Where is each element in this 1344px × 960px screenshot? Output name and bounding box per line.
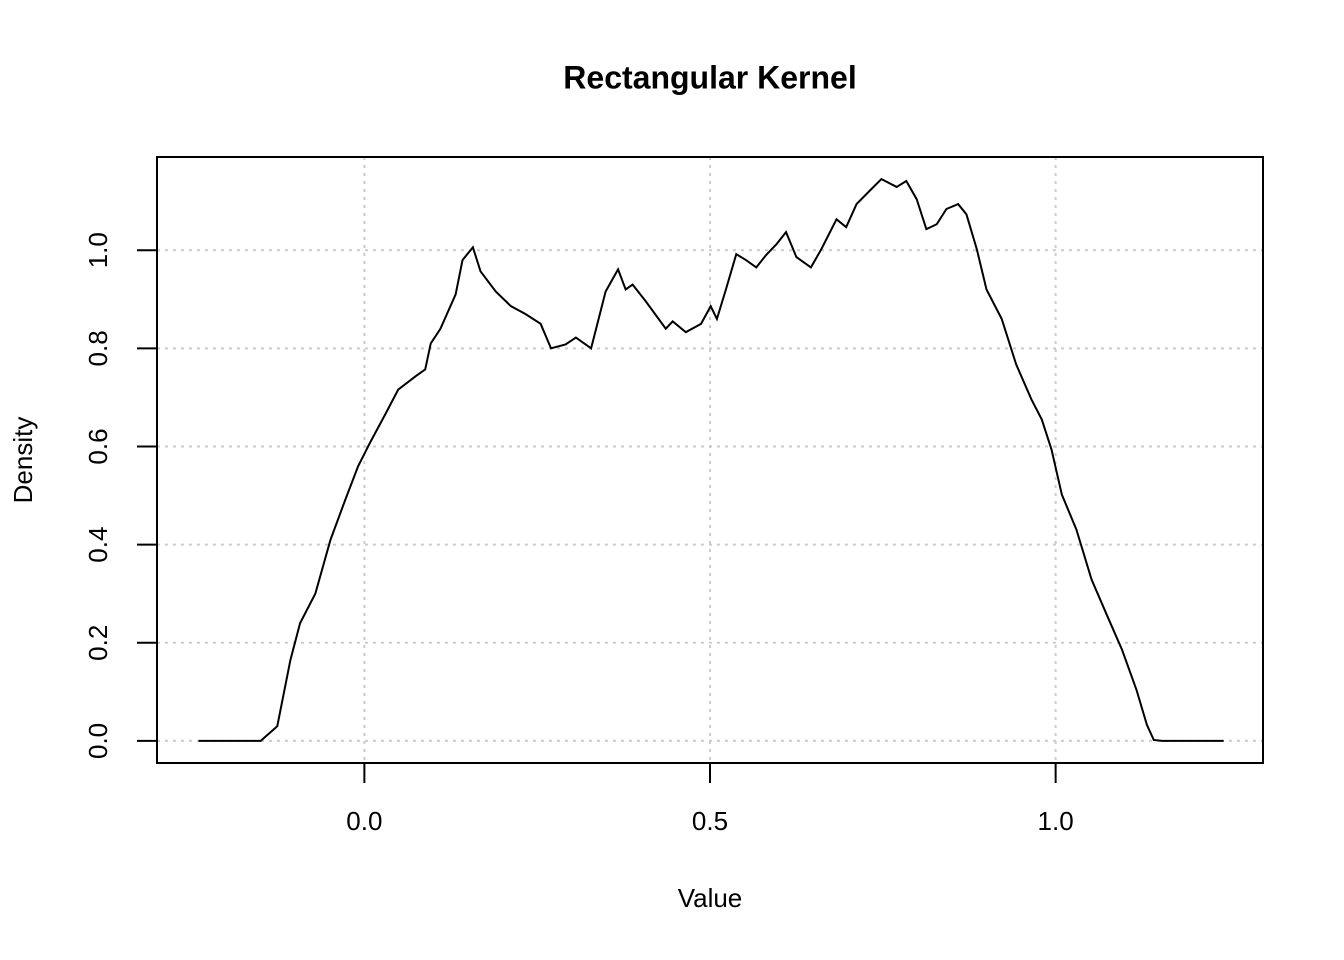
chart-title: Rectangular Kernel <box>563 59 856 95</box>
x-tick-label: 0.0 <box>346 806 382 836</box>
x-tick-label: 1.0 <box>1038 806 1074 836</box>
y-tick-label: 0.2 <box>83 625 113 661</box>
x-tick-label: 0.5 <box>692 806 728 836</box>
density-line <box>198 177 1224 742</box>
y-tick-label: 0.0 <box>83 723 113 759</box>
y-tick-label: 1.0 <box>83 232 113 268</box>
y-axis-label: Density <box>8 417 38 504</box>
plot-frame <box>156 156 1264 764</box>
x-axis-label: Value <box>678 883 743 913</box>
y-tick-label: 0.4 <box>83 527 113 563</box>
y-tick-label: 0.8 <box>83 330 113 366</box>
y-tick-label: 0.6 <box>83 428 113 464</box>
